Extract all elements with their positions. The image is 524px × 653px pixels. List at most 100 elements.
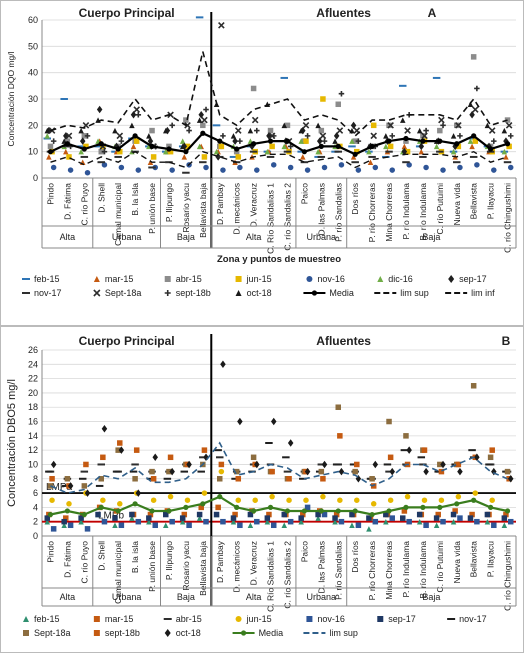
data-point [118,138,125,144]
data-point [203,106,209,113]
data-point [383,143,389,150]
x-tick-label: Mina Chorreras [384,541,394,600]
data-point [484,511,491,518]
media-point [47,511,54,518]
data-point [117,440,123,446]
data-point [281,522,288,529]
data-point [506,143,512,150]
data-point [66,501,72,507]
media-point [318,143,324,149]
x-tick-label: Dos ríos [350,183,360,215]
data-point [179,515,186,521]
x-tick-label: Dos ríos [350,541,360,573]
y-tick-label: 24 [28,359,38,369]
zone-label: Alta [60,592,76,602]
media-point [132,501,138,507]
media-point [217,138,223,144]
data-point [300,511,306,518]
data-point [438,468,445,475]
data-point [302,122,310,129]
media-point [386,508,392,514]
data-point [321,138,328,144]
data-point [169,167,175,173]
data-point [183,117,189,123]
data-point [215,504,221,511]
data-point [457,467,463,476]
media-point [183,504,189,510]
data-point [270,133,277,139]
data-point [196,117,203,123]
data-point [129,511,135,518]
x-tick-label: P. Ilipungo [164,183,174,222]
data-point [418,142,425,151]
data-point [96,105,103,114]
x-tick-label: P. río Indulama [401,541,411,598]
data-point [118,164,125,171]
legend-item: Sept-18a [93,288,141,298]
data-point [163,511,169,518]
data-point [372,164,379,171]
data-point [247,522,254,529]
data-point [467,515,474,521]
data-point [366,515,372,521]
x-tick-label: Camal municipal [113,183,123,246]
data-point [237,417,243,426]
data-point [95,511,101,518]
data-point [484,518,491,525]
legend-label: nov-17 [459,614,487,624]
media-point [47,149,54,155]
data-point [286,497,292,503]
data-point [332,518,338,525]
y-tick-label: 30 [28,94,38,104]
y-tick-label: 0 [33,531,38,541]
data-point [507,164,514,171]
x-tick-label: P. Ilayacu [486,183,496,220]
series-sept-18b [50,85,514,155]
legend-item: feb-15 [22,274,60,284]
data-point [332,138,338,144]
data-point [403,433,409,439]
legend-swatch [235,276,242,282]
legend-swatch [448,275,455,283]
media-point [488,146,494,152]
data-point [198,111,204,119]
legend-swatch [93,630,100,636]
data-point [501,127,508,134]
data-point [133,447,140,453]
legend-swatch [93,276,100,282]
data-point [232,511,238,518]
data-point [315,122,321,129]
media-point [318,508,324,514]
y-tick-label: 40 [28,68,38,78]
data-point [112,515,118,521]
legend-item: abr-15 [164,274,202,284]
data-point [237,138,243,144]
series-sep-17 [44,511,508,525]
zone-label: Urbana [112,592,142,602]
data-point [504,117,511,123]
data-point [186,127,192,134]
x-tick-label: D. Shell [96,183,106,213]
data-point [44,515,51,521]
data-point [251,116,259,124]
data-point [383,133,389,139]
legend-item: feb-15 [23,614,60,624]
legend-item: sept-18b [164,288,211,298]
x-tick-label: Bellavista [469,541,479,578]
data-point [63,148,69,155]
data-point [237,522,243,529]
data-point [319,132,327,140]
legend-swatch [23,630,29,636]
data-point [184,143,191,150]
legend-label: abr-15 [176,614,202,624]
data-point [406,446,412,454]
x-tick-label: C. río Puyo [79,541,89,584]
data-point [254,518,260,525]
data-point [389,133,395,139]
data-point [386,418,392,425]
data-point [400,117,406,123]
data-point [130,111,137,119]
legend-item: abr-15 [163,614,202,624]
data-point [163,127,169,134]
data-point [404,493,411,500]
